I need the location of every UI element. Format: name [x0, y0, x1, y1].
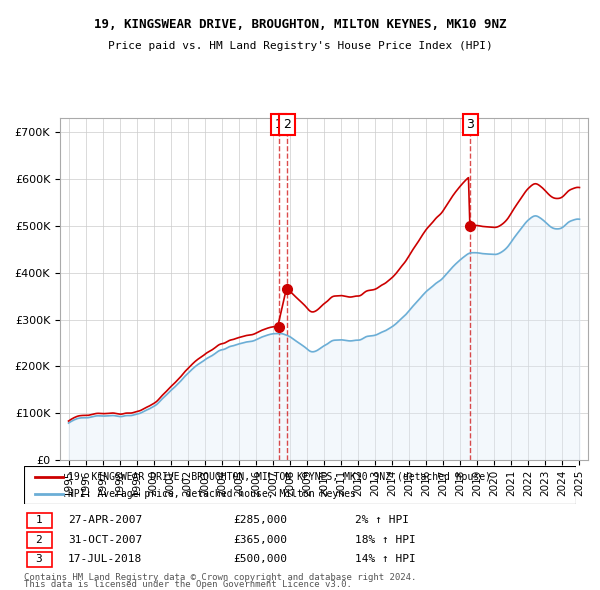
Text: Contains HM Land Registry data © Crown copyright and database right 2024.: Contains HM Land Registry data © Crown c… — [24, 573, 416, 582]
Bar — [27, 552, 52, 567]
Text: 31-OCT-2007: 31-OCT-2007 — [68, 535, 142, 545]
Text: 14% ↑ HPI: 14% ↑ HPI — [355, 555, 416, 564]
Text: 2% ↑ HPI: 2% ↑ HPI — [355, 516, 409, 525]
Text: 27-APR-2007: 27-APR-2007 — [68, 516, 142, 525]
Text: 3: 3 — [466, 118, 474, 131]
Text: 2: 2 — [283, 118, 291, 131]
Text: 2: 2 — [35, 535, 42, 545]
Text: 19, KINGSWEAR DRIVE, BROUGHTON, MILTON KEYNES, MK10 9NZ: 19, KINGSWEAR DRIVE, BROUGHTON, MILTON K… — [94, 18, 506, 31]
Text: £500,000: £500,000 — [234, 555, 288, 564]
Bar — [27, 532, 52, 548]
Text: 18% ↑ HPI: 18% ↑ HPI — [355, 535, 416, 545]
Text: 3: 3 — [35, 555, 42, 564]
Text: This data is licensed under the Open Government Licence v3.0.: This data is licensed under the Open Gov… — [24, 580, 352, 589]
Text: 19, KINGSWEAR DRIVE, BROUGHTON, MILTON KEYNES, MK10 9NZ (detached house): 19, KINGSWEAR DRIVE, BROUGHTON, MILTON K… — [68, 472, 491, 482]
Text: HPI: Average price, detached house, Milton Keynes: HPI: Average price, detached house, Milt… — [68, 489, 356, 499]
Bar — [27, 513, 52, 528]
Text: 1: 1 — [275, 118, 283, 131]
Text: Price paid vs. HM Land Registry's House Price Index (HPI): Price paid vs. HM Land Registry's House … — [107, 41, 493, 51]
Text: £285,000: £285,000 — [234, 516, 288, 525]
Text: 1: 1 — [35, 516, 42, 525]
Text: 17-JUL-2018: 17-JUL-2018 — [68, 555, 142, 564]
Text: £365,000: £365,000 — [234, 535, 288, 545]
